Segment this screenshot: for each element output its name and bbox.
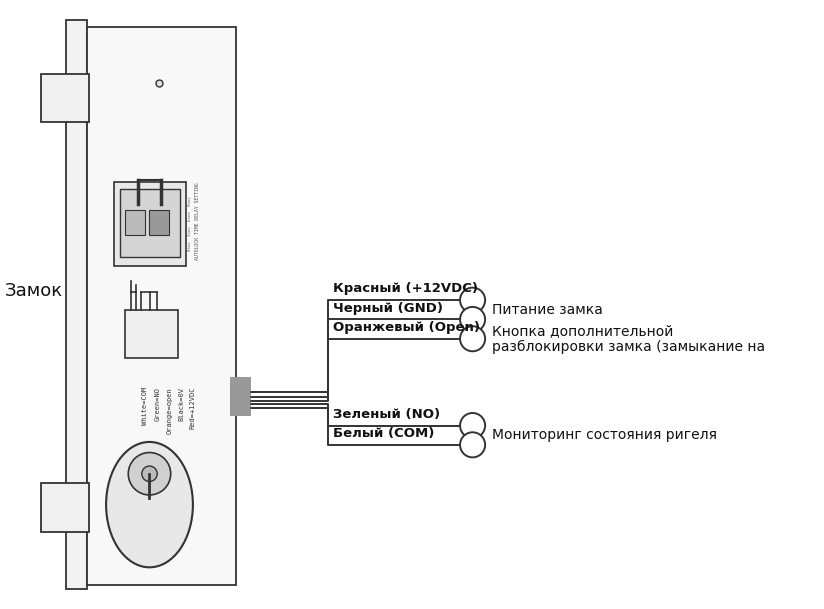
Text: разблокировки замка (замыкание на: разблокировки замка (замыкание на <box>492 339 765 353</box>
Bar <box>40 74 89 122</box>
Text: Green=NO: Green=NO <box>154 387 160 421</box>
Text: Orange=open: Orange=open <box>166 387 173 434</box>
Circle shape <box>460 432 485 457</box>
Text: Мониторинг состояния ригеля: Мониторинг состояния ригеля <box>492 428 717 442</box>
Text: Зеленый (NO): Зеленый (NO) <box>333 407 440 421</box>
Text: Белый (COM): Белый (COM) <box>333 427 434 440</box>
Text: AUTOLOCK TIME DELAY SETTING: AUTOLOCK TIME DELAY SETTING <box>195 182 200 260</box>
Text: Red=+12VDC: Red=+12VDC <box>190 387 196 429</box>
Text: Черный (GND): Черный (GND) <box>333 301 442 315</box>
Text: Питание замка: Питание замка <box>492 303 602 317</box>
Circle shape <box>129 452 171 495</box>
Text: Замок: Замок <box>5 281 63 300</box>
Bar <box>66 21 87 590</box>
Bar <box>119 189 180 257</box>
Circle shape <box>460 413 485 438</box>
Text: 0sec  3sec  6sec  9sec: 0sec 3sec 6sec 9sec <box>188 195 192 250</box>
Text: Оранжевый (Open): Оранжевый (Open) <box>333 321 480 334</box>
Text: White=COM: White=COM <box>142 387 147 425</box>
Text: Black=0V: Black=0V <box>178 387 185 421</box>
Circle shape <box>460 307 485 332</box>
Bar <box>125 310 179 358</box>
Text: Красный (+12VDC): Красный (+12VDC) <box>333 283 478 295</box>
Bar <box>125 211 145 234</box>
Bar <box>114 181 186 266</box>
Bar <box>87 27 236 585</box>
Bar <box>40 484 89 532</box>
Circle shape <box>142 466 157 482</box>
Circle shape <box>460 326 485 351</box>
Circle shape <box>460 287 485 312</box>
Ellipse shape <box>106 442 193 568</box>
Bar <box>149 211 169 234</box>
Text: Кнопка дополнительной: Кнопка дополнительной <box>492 324 673 338</box>
Bar <box>230 378 250 416</box>
